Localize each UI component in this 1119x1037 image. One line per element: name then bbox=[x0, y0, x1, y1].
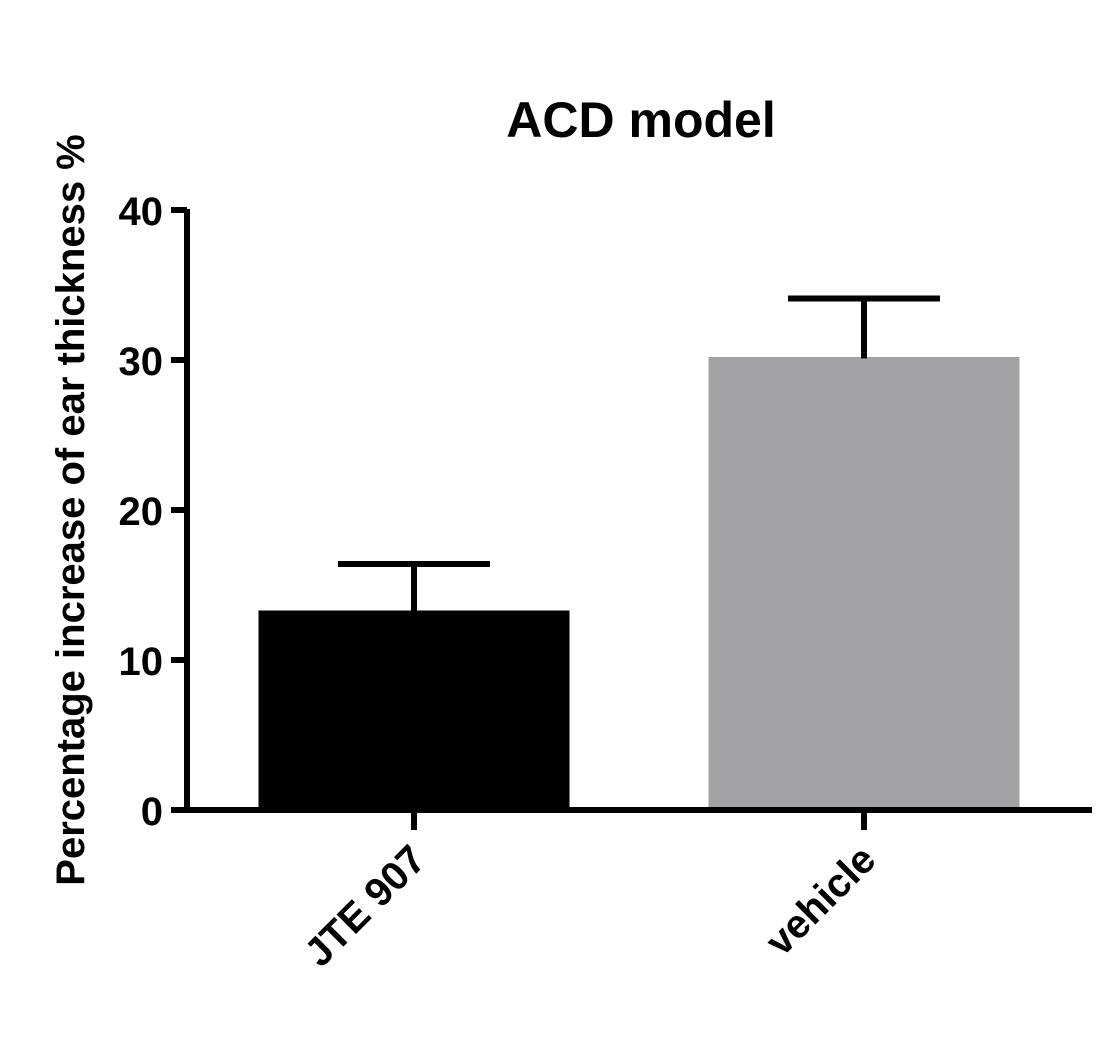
x-tick-label-0: JTE 907 bbox=[296, 837, 434, 975]
y-tick-label-1: 10 bbox=[119, 640, 164, 684]
y-axis-title: Percentage increase of ear thickness % bbox=[49, 134, 93, 885]
y-tick-label-2: 20 bbox=[119, 490, 164, 534]
y-tick-label-4: 40 bbox=[119, 190, 164, 234]
chart-title: ACD model bbox=[506, 92, 775, 148]
bars bbox=[258, 357, 1020, 812]
bar-0 bbox=[258, 610, 570, 812]
y-tick-label-0: 0 bbox=[141, 790, 163, 834]
bar-1 bbox=[708, 357, 1020, 812]
y-tick-label-3: 30 bbox=[119, 340, 164, 384]
x-tick-label-1: vehicle bbox=[757, 837, 884, 964]
error-bars bbox=[338, 295, 940, 612]
y-ticks: 0 10 20 30 40 bbox=[119, 190, 187, 834]
x-ticks: JTE 907 vehicle bbox=[296, 810, 884, 975]
